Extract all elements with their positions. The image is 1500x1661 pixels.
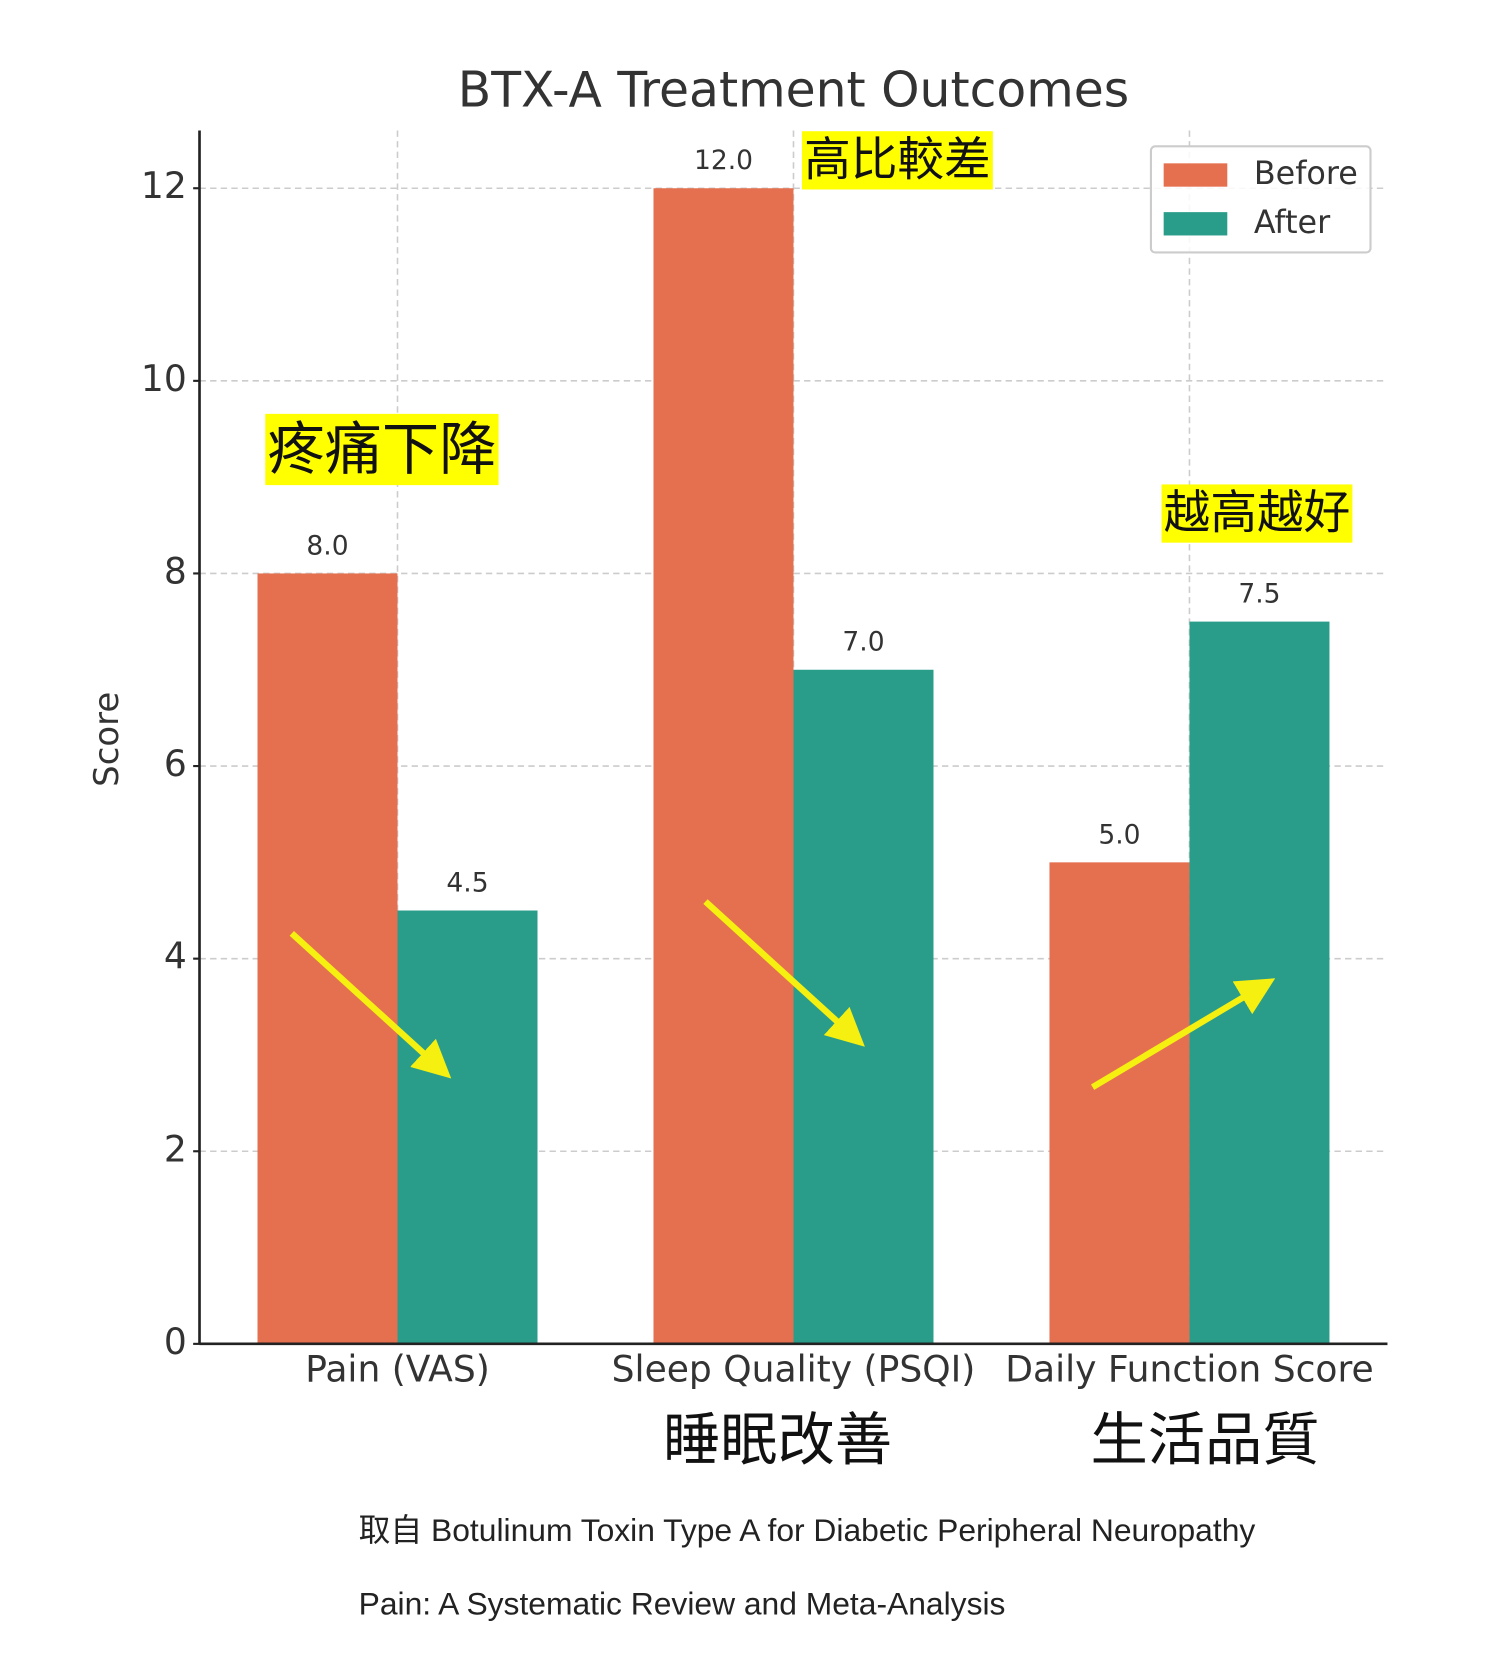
bar [397, 910, 538, 1344]
y-tick-label: 6 [164, 743, 187, 785]
value-label: 12.0 [694, 145, 753, 176]
bar [257, 573, 398, 1344]
source-line: Pain: A Systematic Review and Meta-Analy… [359, 1585, 1006, 1621]
x-tick-label: Sleep Quality (PSQI) [612, 1348, 976, 1390]
value-label: 5.0 [1098, 819, 1140, 850]
bar [1049, 862, 1190, 1344]
value-label: 8.0 [306, 530, 348, 561]
legend-swatch [1163, 163, 1228, 187]
overlay: 0 2 4 6 8 10 12 Pain (VAS) 8.0 4.5 Sleep Quality (… [141, 130, 1388, 1474]
value-label: 7.0 [842, 627, 884, 658]
bars [257, 188, 1330, 1344]
value-label: 7.5 [1238, 579, 1280, 610]
y-tick-label: 10 [141, 358, 187, 400]
legend-label: Before [1254, 154, 1358, 192]
annotation-highlight [265, 413, 499, 486]
arrow [1090, 978, 1276, 1090]
source-line: 取自 Botulinum Toxin Type A for Diabetic P… [359, 1512, 1256, 1548]
annotation: 高比較差 [804, 133, 991, 187]
legend-label: After [1254, 203, 1331, 241]
y-axis-label: Score [87, 692, 127, 787]
x-tick-label: Pain (VAS) [305, 1348, 490, 1390]
y-tick-label: 0 [164, 1321, 187, 1363]
arrow [703, 899, 865, 1047]
x-tick-label: Daily Function Score [1005, 1348, 1373, 1390]
y-tick-label: 4 [164, 936, 187, 978]
arrow [289, 931, 452, 1079]
value-label: 4.5 [446, 867, 488, 898]
y-tick-label: 2 [164, 1128, 187, 1170]
annotation-highlight [1161, 484, 1353, 543]
bar [793, 669, 934, 1344]
y-tick-label: 12 [141, 165, 187, 207]
chart-title: BTX-A Treatment Outcomes [458, 61, 1129, 118]
annotation: 越高越好 [1164, 487, 1351, 541]
annotation: 睡眠改善 [663, 1407, 892, 1474]
annotation: 疼痛下降 [267, 416, 496, 483]
bar [1189, 621, 1330, 1344]
annotation-highlight [801, 131, 993, 190]
legend-swatch [1163, 212, 1228, 236]
annotation: 生活品質 [1090, 1407, 1319, 1474]
y-tick-label: 8 [164, 550, 187, 592]
bar [653, 188, 794, 1344]
